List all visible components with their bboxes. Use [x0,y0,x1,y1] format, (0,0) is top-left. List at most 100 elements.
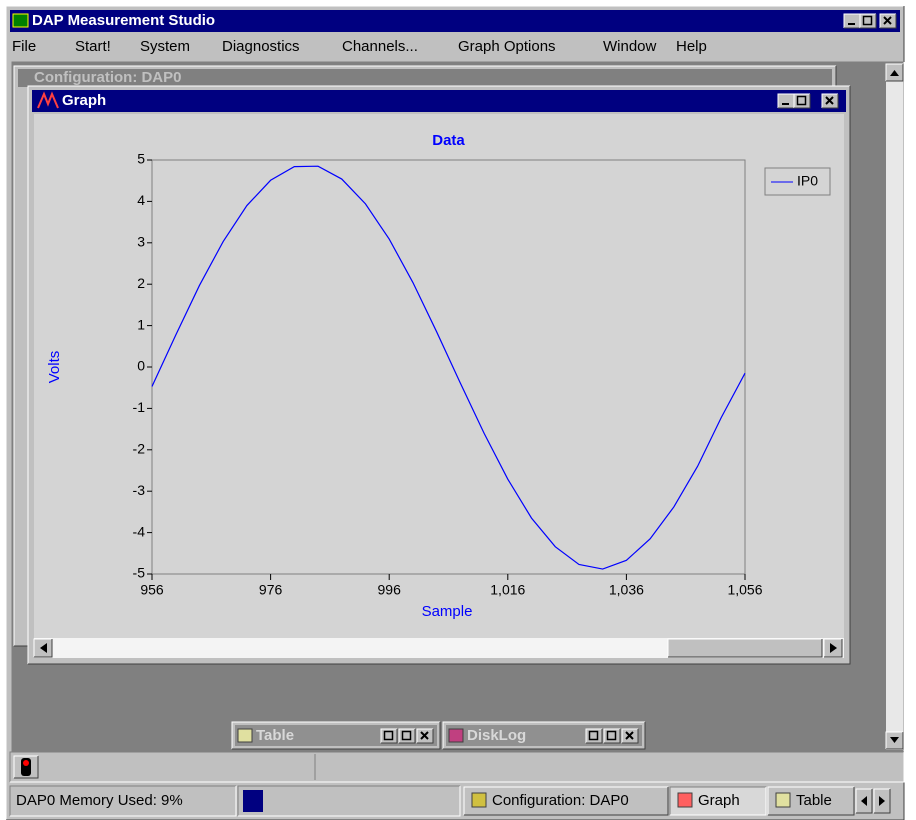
icon [782,103,789,105]
icon [796,95,807,106]
taskbar-button[interactable] [463,786,669,816]
scroll-track [886,64,903,750]
icon [625,731,634,740]
panel-edge [855,788,872,813]
panel-face [778,94,794,108]
panel-edge [13,755,38,778]
arrow [861,796,867,806]
taskbar-icon [775,792,791,808]
panel-face [844,14,860,28]
scroll-thumb[interactable] [667,638,823,658]
panel-edge [586,729,603,744]
y-tick-label: -3 [133,482,146,498]
x-tick-label: 1,036 [609,582,644,598]
panel-edge [28,86,851,665]
bottom-area: Table DiskLog DAP0 Memory Used: 9% Configur… [9,721,905,817]
panel-edge [823,638,842,657]
y-axis-label: Volts [46,351,63,384]
menu-item[interactable]: Help [676,38,707,55]
menu-item[interactable]: System [140,38,190,55]
panel-edge [464,787,669,816]
panel-edge [34,639,53,658]
panel-edge [856,789,873,814]
panel-edge [880,14,897,29]
icon [420,731,429,740]
menu-item[interactable]: Window [603,38,657,55]
panel-face [10,786,236,816]
x-tick-label: 976 [259,582,283,598]
menu-item[interactable]: Start! [75,38,111,55]
minimized-title: DiskLog [467,727,526,744]
series-line [151,165,746,570]
panel-face [10,752,904,782]
toolbar [9,751,905,783]
graph-title-bar [32,90,846,112]
menu-item[interactable]: File [12,38,36,55]
window-button[interactable] [843,13,861,29]
x-tick-label: 996 [378,582,402,598]
icon [606,730,617,741]
app-title: DAP Measurement Studio [32,12,215,29]
panel-edge [667,638,822,657]
arrow [890,737,899,743]
panel-edge [767,786,854,815]
menu-item[interactable]: Diagnostics [222,38,300,55]
icon [588,730,599,741]
x-axis-label: Sample [422,603,473,620]
panel-edge [13,65,836,646]
panel-edge [670,787,767,816]
panel-edge [777,93,794,108]
panel-edge [879,13,896,28]
minimized-icon [237,728,253,743]
panel-edge [33,638,52,657]
taskbar-label: Table [796,792,832,809]
app-icon [12,13,29,28]
panel-edge [10,752,905,783]
taskbar-label: Graph [698,792,740,809]
panel-edge [11,61,904,752]
progress-fill [243,790,263,812]
y-tick-label: -2 [133,441,146,457]
y-tick-label: 0 [137,358,145,374]
panel-edge [231,721,440,749]
panel-edge [9,751,904,782]
panel-edge [821,93,838,108]
panel-edge [463,786,668,815]
panel-edge [442,721,645,749]
app-title-bar [10,10,900,32]
graph-icon [37,91,59,109]
panel-edge [5,5,904,820]
panel-edge [886,732,904,750]
panel-edge [232,722,441,750]
taskbar-icon [677,792,693,808]
x-tick-label: 1,056 [727,582,762,598]
plot-area [151,159,746,575]
panel-edge [843,13,860,28]
panel-edge [238,786,461,817]
panel-face [464,787,668,815]
icon [825,96,834,105]
y-tick-label: -1 [133,399,146,415]
chart-title: Data [432,132,465,149]
panel-edge [10,786,237,817]
arrow [40,643,47,653]
y-tick-label: 4 [137,192,145,208]
arrow [830,643,837,653]
arrow [890,70,899,76]
minimized-icon [448,728,464,743]
panel-edge [14,756,39,779]
panel-edge [621,728,638,743]
menu-item[interactable]: Graph Options [458,38,556,55]
window-button[interactable] [777,93,795,109]
panel-edge [859,13,876,28]
panel-edge [380,728,397,743]
graph-window-title: Graph [62,92,106,109]
status-memory: DAP0 Memory Used: 9% [16,792,183,809]
y-tick-label: 2 [137,275,145,291]
background-window-title: Configuration: DAP0 [34,69,182,86]
panel-edge [886,64,904,82]
menu-item[interactable]: Channels... [342,38,418,55]
panel-edge [417,729,434,744]
panel-edge [443,722,646,750]
